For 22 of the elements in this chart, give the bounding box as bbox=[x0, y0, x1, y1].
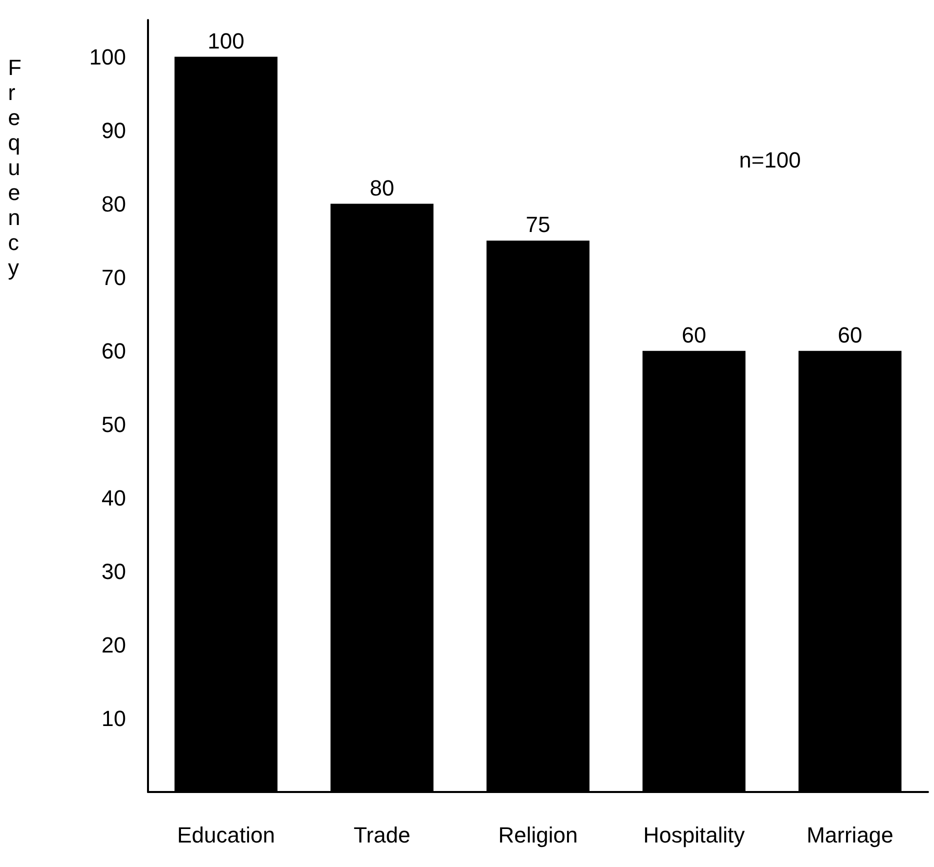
y-tick-label: 10 bbox=[102, 706, 126, 731]
y-tick-label: 20 bbox=[102, 632, 126, 658]
y-tick-label: 30 bbox=[102, 558, 126, 584]
x-tick-label: Education bbox=[177, 822, 275, 848]
data-label: 100 bbox=[208, 28, 244, 54]
data-label: 75 bbox=[526, 212, 550, 238]
y-tick-label: 40 bbox=[102, 485, 126, 510]
y-tick-label: 80 bbox=[102, 191, 126, 216]
y-tick-label: 50 bbox=[102, 412, 126, 437]
y-tick-label: 90 bbox=[102, 118, 126, 143]
data-label: 60 bbox=[682, 322, 706, 348]
annotation: n=100 bbox=[739, 148, 801, 172]
x-tick-label: Marriage bbox=[806, 822, 894, 848]
data-label: 80 bbox=[370, 175, 394, 200]
x-tick-label: Religion bbox=[498, 822, 578, 848]
y-tick-label: 60 bbox=[102, 338, 126, 364]
x-tick-label: Hospitality bbox=[643, 822, 745, 848]
text: Frequency bbox=[8, 55, 22, 280]
y-tick-label: 100 bbox=[89, 44, 126, 70]
x-tick-label: Trade bbox=[354, 822, 410, 848]
y-tick-label: 70 bbox=[102, 264, 126, 290]
data-label: 60 bbox=[838, 322, 862, 348]
